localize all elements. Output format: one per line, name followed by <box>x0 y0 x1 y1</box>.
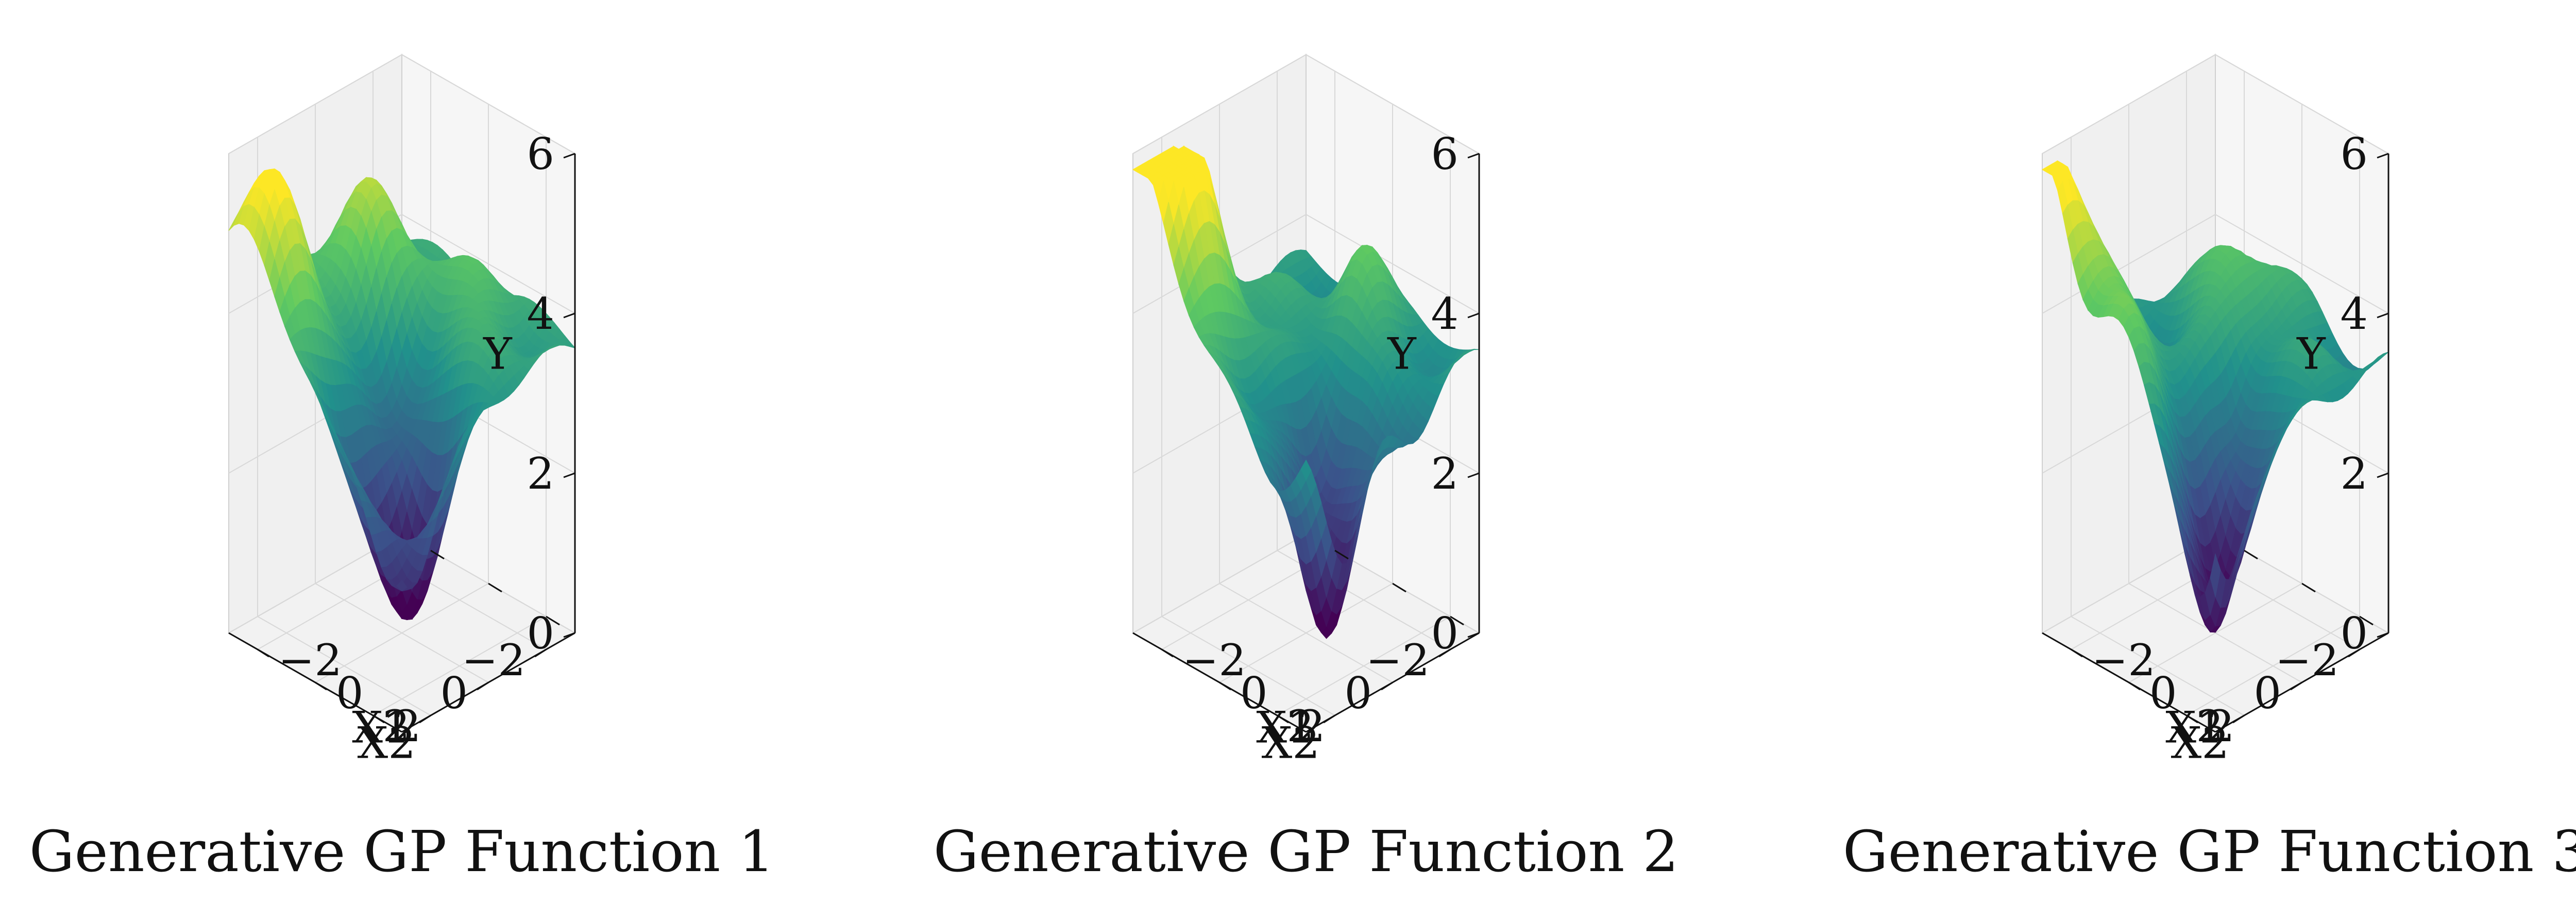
z-axis-label: Y <box>1387 329 1417 379</box>
z-tick-label: 6 <box>1431 129 1459 179</box>
z-tick-label: 0 <box>2341 608 2368 659</box>
z-tick <box>2377 632 2389 638</box>
z-tick <box>563 153 575 159</box>
z-tick-label: 6 <box>527 129 554 179</box>
z-tick-label: 2 <box>527 448 554 499</box>
x2-tick-label: −2 <box>1366 635 1430 686</box>
x1-axis-tick <box>2128 681 2141 691</box>
x2-tick <box>1334 549 1349 560</box>
chart-title: Generative GP Function 3 <box>1843 819 2576 885</box>
x1-axis-label: X1 <box>2165 702 2224 753</box>
x1-axis-tick <box>2071 648 2083 658</box>
z-tick <box>563 472 575 478</box>
z-tick-label: 4 <box>527 289 554 339</box>
x1-tick-label: −2 <box>278 635 342 686</box>
x2-axis-label: X2 <box>2171 718 2229 768</box>
x1-tick-label: −2 <box>1182 635 1246 686</box>
z-tick <box>563 312 575 319</box>
z-axis-label: Y <box>2296 329 2326 379</box>
x1-axis-tick <box>1219 681 1231 691</box>
z-axis-label: Y <box>483 329 513 379</box>
x1-axis-tick <box>2186 714 2198 724</box>
z-tick <box>2377 153 2389 159</box>
x2-axis-tick <box>2348 648 2360 658</box>
z-tick <box>563 632 575 638</box>
x2-tick <box>430 549 445 560</box>
x1-tick-label: 0 <box>2149 668 2177 719</box>
x2-tick <box>546 615 560 626</box>
x1-tick-label: 0 <box>336 668 363 719</box>
x2-tick <box>2301 582 2316 593</box>
z-tick <box>2377 312 2389 319</box>
x2-axis-tick <box>1323 714 1335 724</box>
x1-tick-label: 2 <box>394 701 421 752</box>
x2-tick-label: 0 <box>440 668 468 719</box>
x2-tick-label: 2 <box>1287 701 1314 752</box>
x1-axis-label: X1 <box>352 702 410 753</box>
x2-axis-tick <box>2290 681 2302 691</box>
x2-tick-label: −2 <box>462 635 526 686</box>
surface <box>228 168 576 621</box>
x1-axis-tick <box>257 648 269 658</box>
x2-tick <box>1392 582 1406 593</box>
z-tick-label: 0 <box>1431 608 1459 659</box>
chart-title: Generative GP Function 1 <box>29 819 775 885</box>
x2-tick <box>1450 615 1464 626</box>
x1-axis-tick <box>372 714 385 724</box>
z-tick <box>1467 312 1480 319</box>
x1-axis-tick <box>1161 648 1174 658</box>
chart-title: Generative GP Function 2 <box>934 819 1679 885</box>
x2-tick-label: 2 <box>2196 701 2224 752</box>
x1-tick-label: 2 <box>2207 701 2234 752</box>
x2-tick-label: 2 <box>383 701 410 752</box>
surface <box>1132 145 1480 639</box>
z-tick-label: 2 <box>2341 448 2368 499</box>
x1-tick-label: 2 <box>1298 701 1325 752</box>
x2-axis-tick <box>534 648 547 658</box>
x1-tick-label: −2 <box>2092 635 2156 686</box>
x1-axis-label: X1 <box>1256 702 1314 753</box>
x2-axis-tick <box>2232 714 2245 724</box>
x2-axis-label: X2 <box>358 718 416 768</box>
x2-tick-label: −2 <box>2275 635 2339 686</box>
z-tick-label: 4 <box>2341 289 2368 339</box>
z-tick-label: 2 <box>1431 448 1459 499</box>
z-tick-label: 0 <box>527 608 554 659</box>
z-tick <box>2377 472 2389 478</box>
z-tick <box>1467 472 1480 478</box>
x2-tick-label: 0 <box>1345 668 1372 719</box>
z-tick <box>1467 632 1480 638</box>
x2-tick <box>2359 615 2374 626</box>
x2-axis-tick <box>477 681 489 691</box>
x2-tick <box>2244 549 2258 560</box>
surface <box>2041 160 2389 633</box>
x1-axis-tick <box>315 681 327 691</box>
x2-axis-tick <box>1381 681 1393 691</box>
x1-tick-label: 0 <box>1240 668 1267 719</box>
x2-axis-tick <box>1438 648 1451 658</box>
x1-axis-tick <box>1277 714 1289 724</box>
x2-tick-label: 0 <box>2254 668 2281 719</box>
x2-tick <box>488 582 502 593</box>
z-tick <box>1467 153 1480 159</box>
z-tick-label: 4 <box>1431 289 1459 339</box>
x2-axis-label: X2 <box>1262 718 1320 768</box>
z-tick-label: 6 <box>2341 129 2368 179</box>
x2-axis-tick <box>419 714 431 724</box>
